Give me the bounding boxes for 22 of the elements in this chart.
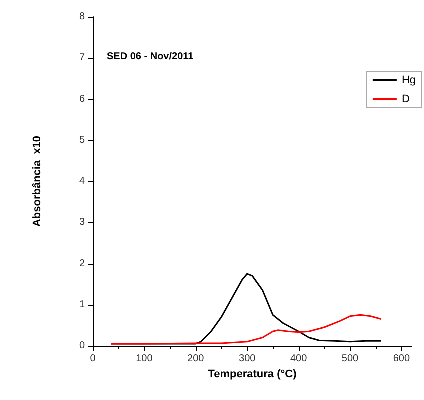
y-tick-label: 3 (79, 217, 86, 228)
y-tick-label: 1 (79, 299, 86, 310)
y-tick-label: 4 (79, 176, 86, 187)
x-tick-label: 300 (239, 354, 256, 364)
legend-label: D (402, 94, 410, 106)
y-axis-title: Absorbância x10 (32, 136, 44, 228)
x-tick-label: 200 (188, 354, 205, 364)
y-tick-label: 6 (79, 94, 86, 105)
x-tick-label: 400 (290, 354, 308, 364)
x-tick-label: 0 (90, 354, 96, 364)
annotation: SED 06 - Nov/2011 (107, 52, 194, 62)
x-tick-label: 600 (393, 354, 410, 364)
y-tick-label: 0 (79, 340, 86, 352)
y-tick-label: 2 (79, 258, 86, 270)
y-tick-label: 5 (79, 134, 86, 146)
line-series (110, 314, 382, 345)
y-tick-label: 7 (79, 52, 86, 64)
x-axis-title: Temperatura (°C) (208, 368, 298, 380)
x-tick-label: 500 (342, 354, 360, 364)
x-tick-label: 100 (136, 354, 154, 364)
legend-label: Hg (402, 74, 416, 86)
y-tick-label: 8 (79, 12, 86, 22)
